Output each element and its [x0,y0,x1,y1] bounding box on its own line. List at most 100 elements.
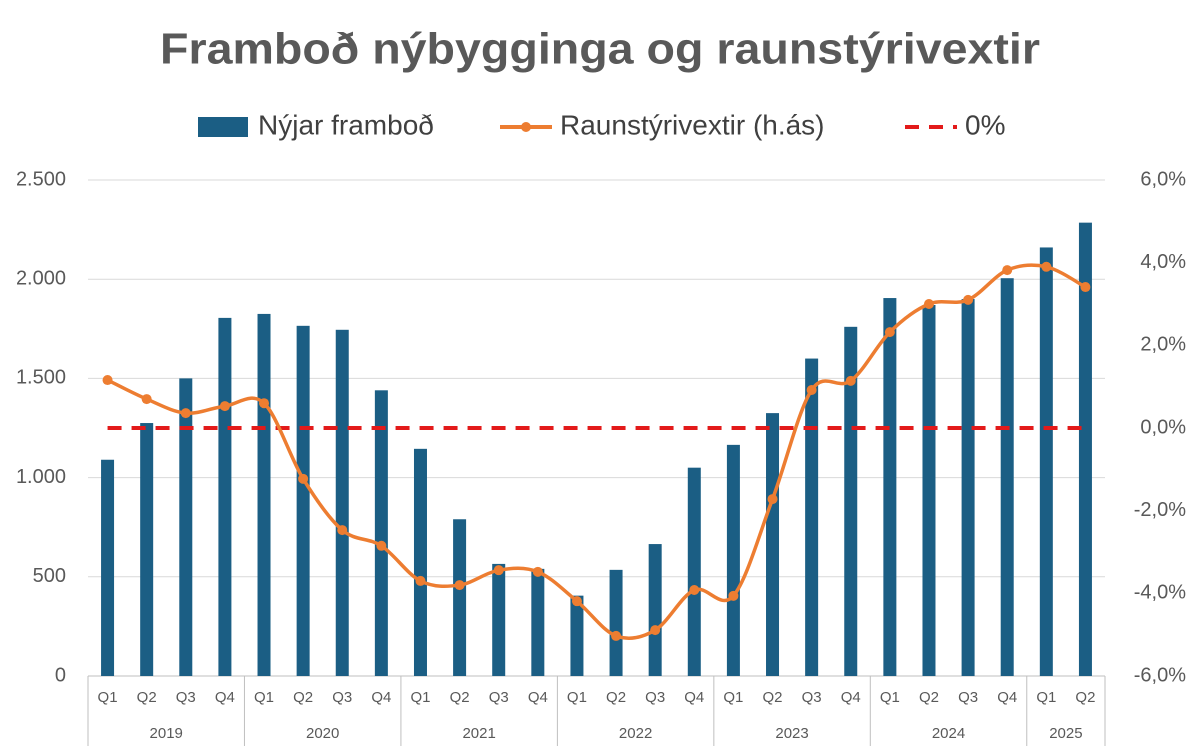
x-tick-label: Q2 [606,689,626,706]
bar [492,563,506,676]
legend-marker [521,122,531,132]
marker [806,384,817,395]
bar [648,544,662,676]
bar [179,378,193,676]
y2-tick-label: 6,0% [1140,168,1186,190]
marker [532,566,543,577]
x-tick-label: Q4 [528,689,548,706]
marker [102,375,113,386]
y2-tick-label: 4,0% [1140,251,1186,273]
group-label: 2020 [306,725,339,742]
x-tick-label: Q3 [489,689,509,706]
marker [571,596,582,607]
bar [609,569,623,676]
bar [570,595,584,676]
y2-tick-label: -2,0% [1134,499,1186,521]
x-tick-label: Q2 [293,689,313,706]
legend-label: Nýjar framboð [258,109,434,140]
x-tick-label: Q4 [215,689,235,706]
bar [961,299,975,676]
marker [963,294,974,305]
bar [257,313,271,676]
x-tick-label: Q2 [137,689,157,706]
group-label: 2019 [150,725,183,742]
x-tick-label: Q1 [410,689,430,706]
bar [374,390,388,676]
legend-label: 0% [965,109,1005,140]
bar [531,568,545,676]
bar [453,519,467,676]
marker [611,630,622,641]
marker [689,585,700,596]
bar [335,329,349,676]
x-tick-label: Q3 [176,689,196,706]
group-label: 2021 [462,725,495,742]
x-tick-label: Q2 [450,689,470,706]
bar [413,448,427,676]
bar [296,325,310,676]
x-tick-label: Q1 [254,689,274,706]
marker [141,394,152,405]
marker [845,375,856,386]
y2-tick-label: 0,0% [1140,416,1186,438]
bar [687,467,701,676]
marker [728,590,739,601]
x-tick-label: Q1 [98,689,118,706]
x-tick-label: Q2 [1075,689,1095,706]
group-label: 2024 [932,725,965,742]
x-tick-label: Q3 [958,689,978,706]
marker [650,625,661,636]
y-tick-label: 2.000 [16,267,66,289]
line [106,263,1087,640]
chart-title: Framboð nýbygginga og raunstýrivextir [160,25,1040,74]
y2-tick-label: -4,0% [1134,582,1186,604]
bar [883,298,897,676]
bar [922,304,936,676]
marker [493,565,504,576]
x-tick-label: Q4 [841,689,861,706]
marker [923,299,934,309]
x-tick-label: Q3 [802,689,822,706]
bar [218,317,232,676]
y2-tick-label: 2,0% [1140,334,1186,356]
y-tick-label: 1.000 [16,466,66,488]
group-label: 2025 [1049,725,1082,742]
y-tick-label: 0 [55,664,66,686]
group-label: 2023 [775,725,808,742]
x-tick-label: Q3 [332,689,352,706]
y-tick-label: 1.500 [16,367,66,389]
group-label: 2022 [619,725,652,742]
x-tick-label: Q1 [1036,689,1056,706]
marker [1002,265,1013,276]
x-tick-label: Q1 [723,689,743,706]
bar [844,326,858,676]
y-tick-label: 500 [33,565,66,587]
bar [1000,278,1014,676]
x-tick-label: Q2 [919,689,939,706]
x-tick-label: Q3 [645,689,665,706]
marker [767,494,778,505]
y2-tick-label: -6,0% [1134,664,1186,686]
x-tick-label: Q1 [567,689,587,706]
bar [1078,222,1092,676]
x-tick-label: Q4 [684,689,704,706]
marker [337,525,348,536]
y-tick-label: 2.500 [16,168,66,190]
x-tick-label: Q2 [763,689,783,706]
bar [101,459,115,676]
bar [1039,247,1053,676]
marker [219,401,230,412]
bar [805,358,819,676]
marker [298,473,309,484]
x-tick-label: Q1 [880,689,900,706]
legend-label: Raunstýrivextir (h.ás) [560,109,825,140]
x-tick-label: Q4 [371,689,391,706]
marker [376,540,387,551]
x-tick-label: Q4 [997,689,1017,706]
marker [884,327,895,338]
marker [1041,261,1052,272]
bar [766,413,780,676]
legend-swatch [198,117,248,137]
marker [454,580,465,591]
